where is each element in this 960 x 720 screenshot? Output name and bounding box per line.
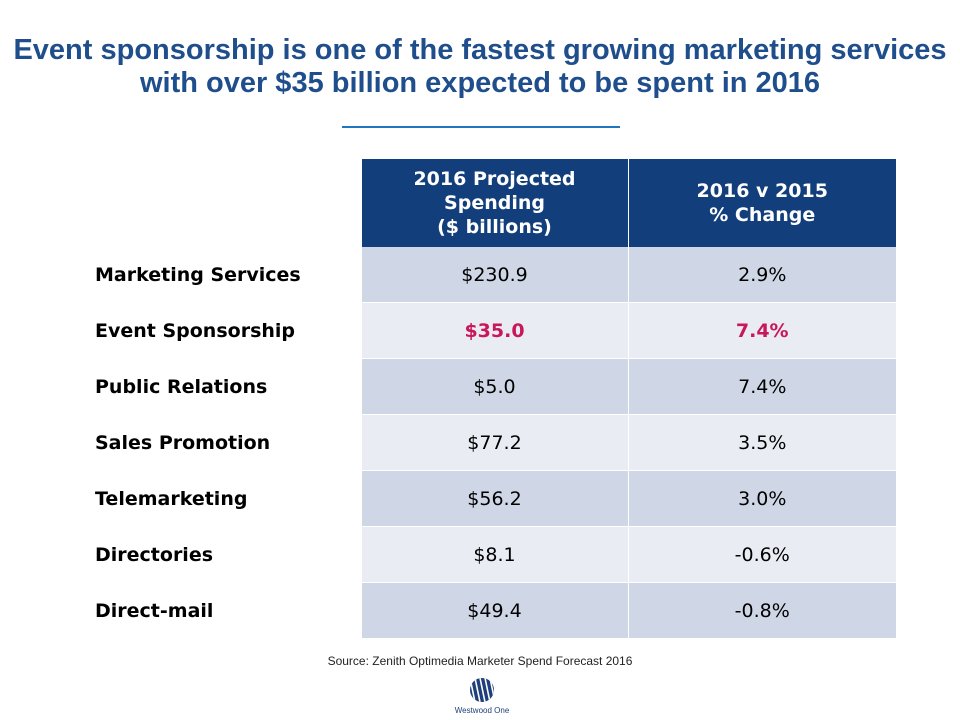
header-line: % Change	[709, 204, 816, 226]
table-row: Telemarketing $56.2 3.0%	[72, 470, 896, 527]
row-label: Marketing Services	[72, 247, 361, 303]
row-label: Public Relations	[72, 358, 361, 415]
table-row: Public Relations $5.0 7.4%	[72, 358, 896, 415]
spending-table-container: 2016 Projected Spending ($ billions) 201…	[72, 159, 896, 639]
spending-value: $8.1	[360, 526, 628, 583]
row-label: Sales Promotion	[72, 414, 361, 471]
header-line: ($ billions)	[437, 216, 552, 238]
spending-value: $77.2	[360, 414, 628, 471]
header-line: 2016 Projected	[413, 168, 576, 190]
percent-change-value: 2.9%	[627, 247, 896, 303]
header-line: Spending	[444, 192, 545, 214]
westwood-one-wave-icon	[470, 678, 494, 702]
table-row: Direct-mail $49.4 -0.8%	[72, 582, 896, 639]
header-line: 2016 v 2015	[696, 180, 828, 202]
spending-value: $230.9	[360, 247, 628, 303]
percent-change-value: -0.6%	[627, 526, 896, 583]
table-row: Directories $8.1 -0.6%	[72, 526, 896, 583]
header-projected-spending: 2016 Projected Spending ($ billions)	[360, 159, 628, 247]
westwood-one-logo: Westwood One	[452, 678, 512, 718]
title-underline	[342, 126, 620, 128]
spending-value: $49.4	[360, 582, 628, 639]
row-label: Directories	[72, 526, 361, 583]
row-label: Event Sponsorship	[72, 302, 361, 359]
table-row: Marketing Services $230.9 2.9%	[72, 247, 896, 303]
header-percent-change: 2016 v 2015 % Change	[627, 159, 896, 247]
table-row: Event Sponsorship $35.0 7.4%	[72, 302, 896, 359]
percent-change-value: 3.5%	[627, 414, 896, 471]
table-header-row: 2016 Projected Spending ($ billions) 201…	[72, 159, 896, 247]
row-label: Direct-mail	[72, 582, 361, 639]
table-body: Marketing Services $230.9 2.9% Event Sponso…	[72, 247, 896, 639]
percent-change-value: -0.8%	[627, 582, 896, 639]
header-blank-cell	[72, 159, 361, 247]
percent-change-value: 3.0%	[627, 470, 896, 527]
slide-title: Event sponsorship is one of the fastest …	[13, 34, 947, 99]
spending-table: 2016 Projected Spending ($ billions) 201…	[72, 159, 896, 639]
spending-value: $5.0	[360, 358, 628, 415]
percent-change-value: 7.4%	[627, 358, 896, 415]
table-row: Sales Promotion $77.2 3.5%	[72, 414, 896, 471]
spending-value: $56.2	[360, 470, 628, 527]
percent-change-value: 7.4%	[627, 302, 896, 359]
source-note: Source: Zenith Optimedia Marketer Spend …	[327, 654, 633, 668]
logo-text: Westwood One	[454, 706, 510, 715]
spending-value: $35.0	[360, 302, 628, 359]
row-label: Telemarketing	[72, 470, 361, 527]
